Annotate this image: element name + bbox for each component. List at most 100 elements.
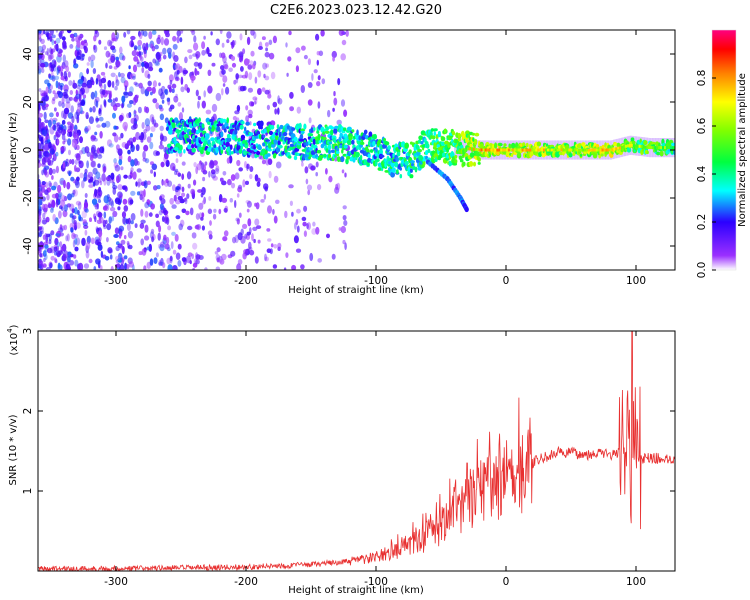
noise-speck (46, 247, 53, 254)
noise-speck (119, 264, 125, 270)
noise-speck (114, 85, 118, 91)
noise-speck (215, 266, 220, 270)
noise-speck (176, 74, 179, 81)
ridge-speck (340, 156, 345, 163)
noise-speck (77, 104, 82, 113)
noise-speck (312, 221, 316, 227)
noise-speck (141, 66, 145, 74)
noise-speck (56, 138, 60, 145)
noise-speck (55, 233, 61, 237)
noise-speck (207, 69, 212, 77)
noise-speck (81, 82, 87, 88)
ridge-core (515, 148, 518, 152)
noise-speck (70, 176, 75, 182)
noise-speck (63, 195, 68, 202)
ridge-core (656, 146, 659, 150)
ridge-speck (671, 142, 675, 146)
noise-speck (125, 112, 131, 119)
ridge-speck (322, 136, 327, 141)
noise-speck (100, 77, 107, 84)
noise-speck (214, 168, 220, 175)
noise-speck (76, 39, 81, 48)
noise-speck (95, 258, 101, 265)
ridge-speck (234, 136, 238, 142)
noise-speck (97, 244, 103, 251)
noise-speck (288, 184, 294, 189)
noise-speck (257, 88, 262, 95)
noise-speck (59, 241, 63, 248)
ridge-speck (293, 136, 298, 142)
noise-speck (77, 201, 82, 210)
ridge-speck (399, 174, 403, 179)
colorbar-gradient (712, 30, 736, 270)
noise-speck (223, 230, 229, 237)
noise-speck (159, 241, 165, 248)
noise-speck (90, 160, 97, 168)
noise-speck (166, 257, 171, 265)
noise-speck (158, 144, 165, 150)
ridge-speck (240, 134, 246, 140)
noise-speck (240, 235, 246, 244)
noise-speck (73, 32, 78, 38)
ridge-speck (343, 144, 348, 149)
noise-speck (60, 199, 66, 208)
noise-speck (54, 44, 59, 50)
ridge-speck (277, 140, 281, 146)
noise-speck (159, 113, 165, 121)
noise-speck (131, 41, 135, 47)
noise-speck (137, 45, 142, 51)
noise-speck (236, 193, 240, 198)
noise-speck (108, 143, 114, 148)
noise-speck (114, 164, 121, 172)
noise-speck (212, 213, 217, 220)
noise-speck (141, 122, 145, 129)
noise-speck (198, 212, 203, 220)
ridge-speck (323, 153, 327, 158)
noise-speck (118, 225, 125, 232)
noise-speck (99, 131, 103, 139)
snr-marks (38, 331, 675, 571)
noise-speck (134, 82, 140, 87)
ridge-speck (418, 135, 424, 140)
noise-speck (272, 208, 275, 215)
ridge-speck (239, 124, 244, 130)
ridge-speck (282, 131, 288, 137)
ridge-speck (167, 128, 173, 135)
noise-speck (137, 106, 142, 114)
noise-speck (85, 241, 91, 250)
noise-speck (94, 131, 98, 136)
noise-speck (162, 262, 166, 269)
ridge-speck (352, 156, 356, 163)
ridge-core (624, 144, 628, 148)
noise-speck (62, 210, 68, 218)
noise-speck (315, 172, 319, 177)
noise-speck (87, 125, 91, 131)
noise-speck (50, 208, 54, 213)
noise-speck (277, 107, 280, 115)
noise-speck (131, 50, 138, 57)
noise-speck (43, 241, 49, 246)
noise-speck (54, 75, 60, 81)
noise-speck (111, 48, 117, 54)
noise-speck (108, 248, 113, 254)
noise-speck (342, 215, 347, 221)
ridge-speck (215, 146, 220, 154)
noise-speck (52, 213, 56, 222)
noise-speck (201, 200, 206, 205)
noise-speck (192, 267, 196, 270)
noise-speck (242, 85, 247, 91)
noise-speck (121, 141, 127, 148)
noise-speck (115, 102, 121, 108)
noise-speck (249, 249, 255, 256)
noise-speck (88, 56, 91, 62)
noise-speck (60, 71, 64, 77)
noise-speck (52, 119, 57, 125)
noise-speck (171, 231, 176, 236)
noise-speck (62, 40, 67, 49)
noise-speck (175, 199, 181, 205)
noise-speck (76, 114, 80, 124)
noise-speck (74, 153, 81, 159)
noise-speck (154, 61, 160, 67)
noise-speck (136, 168, 142, 173)
noise-speck (118, 136, 122, 141)
